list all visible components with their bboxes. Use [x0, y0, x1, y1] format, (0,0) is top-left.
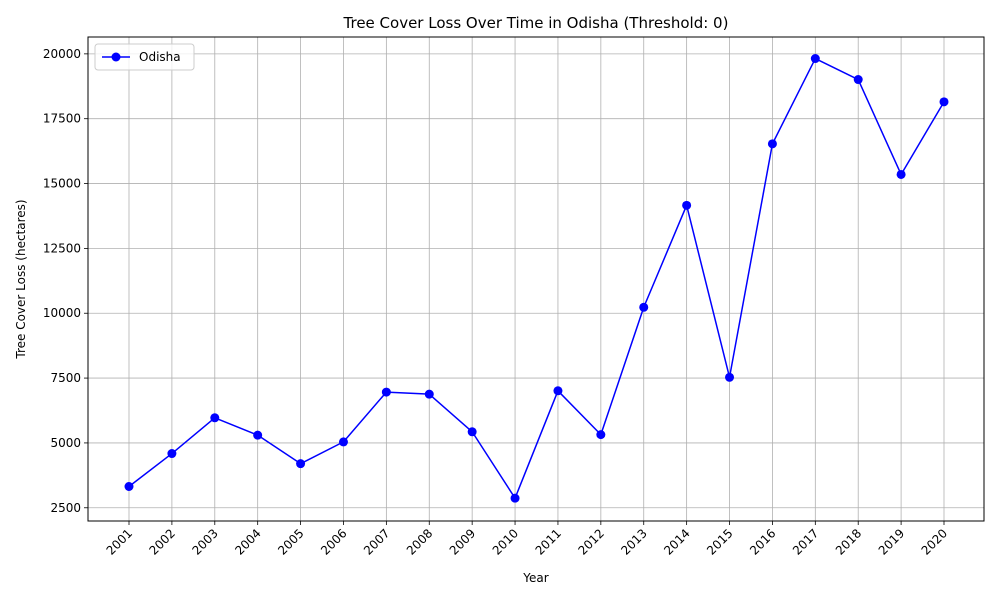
- y-tick-label: 12500: [43, 241, 81, 255]
- series-line-odisha: [128, 57, 945, 499]
- data-point: [124, 482, 134, 492]
- data-point: [682, 200, 692, 210]
- data-point: [210, 413, 220, 423]
- plot-area-frame: [87, 36, 985, 522]
- legend-box: [94, 43, 195, 71]
- x-axis-label: Year: [522, 571, 548, 585]
- legend: Odisha: [94, 43, 195, 71]
- data-point: [253, 430, 263, 440]
- data-point: [896, 169, 906, 179]
- data-point: [510, 493, 520, 503]
- data-point: [381, 387, 391, 397]
- y-tick-label: 7500: [50, 371, 81, 385]
- data-point: [853, 75, 863, 85]
- y-axis-ticks: 2500 5000 7500 10000 12500 15000 17500 20000: [43, 47, 88, 515]
- y-tick-label: 20000: [43, 47, 81, 61]
- chart-title: Tree Cover Loss Over Time in Odisha (Thr…: [343, 14, 729, 32]
- y-tick-label: 15000: [43, 177, 81, 191]
- data-point: [167, 449, 177, 459]
- data-point: [810, 54, 820, 64]
- series-layer: [124, 54, 949, 503]
- data-point: [424, 389, 434, 399]
- data-point: [767, 139, 777, 149]
- legend-label-odisha: Odisha: [139, 50, 181, 64]
- grid-lines: [88, 37, 984, 521]
- y-axis-label: Tree Cover Loss (hectares): [14, 199, 28, 359]
- data-point: [639, 302, 649, 312]
- data-point: [296, 459, 306, 469]
- y-tick-label: 10000: [43, 306, 81, 320]
- legend-marker: [111, 52, 121, 62]
- data-point: [338, 437, 348, 447]
- data-point: [553, 386, 563, 396]
- data-point: [467, 427, 477, 437]
- y-tick-label: 2500: [50, 501, 81, 515]
- y-tick-label: 17500: [43, 112, 81, 126]
- y-tick-label: 5000: [50, 436, 81, 450]
- data-point: [725, 372, 735, 382]
- data-point: [939, 97, 949, 107]
- data-point: [596, 430, 606, 440]
